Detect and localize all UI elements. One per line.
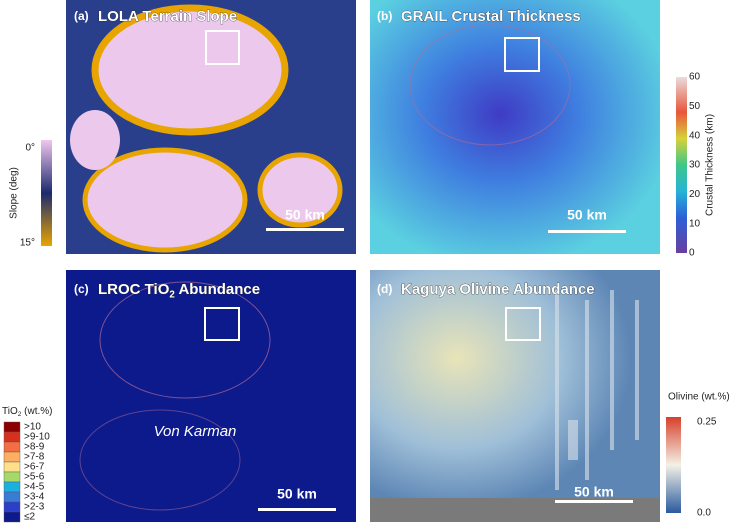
panel-title-part: LROC TiO <box>98 281 170 298</box>
legend-entry: >2-3 <box>24 502 45 513</box>
colorbar-tick: 20 <box>689 189 701 200</box>
legend-swatch <box>3 491 21 503</box>
colorbar-tick: 60 <box>689 72 701 83</box>
panel-title: LOLA Terrain Slope <box>98 8 237 25</box>
panel-title-part: 2 <box>169 289 175 300</box>
scale-bar-label: 50 km <box>277 486 317 502</box>
legend-entry: >8-9 <box>24 442 45 453</box>
colorbar-tick: 0° <box>25 143 35 154</box>
colorbar-label: Crustal Thickness (km) <box>705 114 716 216</box>
scale-bar-label: 50 km <box>285 207 325 223</box>
legend-title-part: 2 <box>18 411 22 418</box>
colorbar-tick: 50 <box>689 101 701 112</box>
legend-swatch <box>3 501 21 513</box>
legend-entry: >6-7 <box>24 462 45 473</box>
colorbar-tick: 0.0 <box>697 508 711 519</box>
legend-entry: >10 <box>24 422 41 433</box>
panel-title-part: LOLA Terrain Slope <box>98 8 237 25</box>
legend-entry: ≤2 <box>24 512 35 523</box>
legend-swatch <box>3 511 21 523</box>
legend-swatch <box>3 431 21 443</box>
panel-c <box>66 270 356 522</box>
panel-b <box>370 0 660 254</box>
colorbar-label: Olivine (wt.%) <box>668 392 730 403</box>
legend-entry: >5-6 <box>24 472 45 483</box>
panel-title-part: Abundance <box>175 281 260 298</box>
panel-label: (a) <box>74 9 89 23</box>
legend-swatch <box>3 441 21 453</box>
crust-colorbar <box>676 77 687 253</box>
panel-label: (d) <box>377 282 392 296</box>
scale-bar-label: 50 km <box>567 207 607 223</box>
legend-swatch <box>3 421 21 433</box>
colorbar-tick: 0 <box>689 248 695 259</box>
legend-entry: >3-4 <box>24 492 45 503</box>
legend-swatch <box>3 461 21 473</box>
legend-entry: >7-8 <box>24 452 45 463</box>
slope-colorbar <box>41 140 52 246</box>
olivine-colorbar <box>666 417 681 513</box>
colorbar-tick: 15° <box>20 238 35 249</box>
legend-title-part: TiO <box>2 406 18 417</box>
legend-swatch <box>3 481 21 493</box>
panel-title: GRAIL Crustal Thickness <box>401 8 581 25</box>
colorbar-label: Slope (deg) <box>9 167 20 219</box>
colorbar-tick: 40 <box>689 130 701 141</box>
annotation: Von Karman <box>154 423 237 440</box>
panel-d <box>370 270 660 522</box>
panel-title: LROC TiO2 Abundance <box>98 281 260 300</box>
panel-title: Kaguya Olivine Abundance <box>401 281 595 298</box>
scale-bar-label: 50 km <box>574 484 614 500</box>
legend-swatch <box>3 471 21 483</box>
colorbar-tick: 10 <box>689 218 701 229</box>
legend-title: TiO2 (wt.%) <box>2 406 52 418</box>
colorbar-tick: 30 <box>689 160 701 171</box>
legend-entry: >9-10 <box>24 432 50 443</box>
panel-a <box>66 0 356 254</box>
legend-title-part: (wt.%) <box>21 406 52 417</box>
panel-label: (b) <box>377 9 392 23</box>
panel-title-part: GRAIL Crustal Thickness <box>401 8 581 25</box>
panel-label: (c) <box>74 282 89 296</box>
legend-swatch <box>3 451 21 463</box>
colorbar-tick: 0.25 <box>697 417 717 428</box>
panel-title-part: Kaguya Olivine Abundance <box>401 281 595 298</box>
legend-entry: >4-5 <box>24 482 45 493</box>
